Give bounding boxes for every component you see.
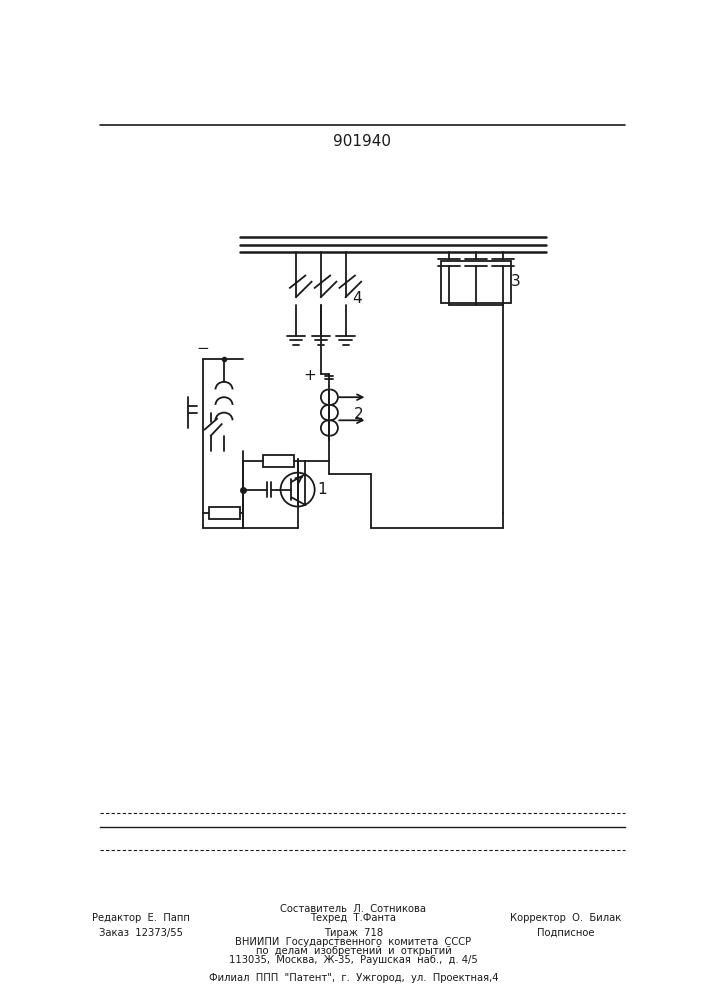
Text: ВНИИПИ  Государственного  комитета  СССР: ВНИИПИ Государственного комитета СССР: [235, 937, 472, 947]
Text: Филиал  ППП  "Патент",  г.  Ужгород,  ул.  Проектная,4: Филиал ППП "Патент", г. Ужгород, ул. Про…: [209, 973, 498, 983]
Text: 4: 4: [352, 291, 361, 306]
Text: 3: 3: [510, 274, 520, 289]
Text: по  делам  изобретений  и  открытий: по делам изобретений и открытий: [256, 946, 451, 956]
Text: Тираж  718: Тираж 718: [324, 928, 383, 938]
Text: 1: 1: [317, 482, 327, 497]
Text: Корректор  О.  Билак: Корректор О. Билак: [510, 913, 621, 923]
Text: Заказ  12373/55: Заказ 12373/55: [100, 928, 183, 938]
Bar: [441, 261, 510, 303]
Text: Техред  Т.Фанта: Техред Т.Фанта: [310, 913, 397, 923]
Text: 901940: 901940: [333, 134, 391, 149]
Bar: [263, 455, 293, 467]
Text: 2: 2: [354, 407, 363, 422]
Text: +: +: [303, 368, 317, 383]
Text: 113035,  Москва,  Ж-35,  Раушская  наб.,  д. 4/5: 113035, Москва, Ж-35, Раушская наб., д. …: [229, 955, 478, 965]
Text: Редактор  Е.  Папп: Редактор Е. Папп: [93, 913, 190, 923]
Text: Подписное: Подписное: [537, 928, 595, 938]
Bar: [209, 507, 240, 519]
Text: Составитель  Л.  Сотникова: Составитель Л. Сотникова: [281, 904, 426, 914]
Text: −: −: [197, 341, 209, 356]
